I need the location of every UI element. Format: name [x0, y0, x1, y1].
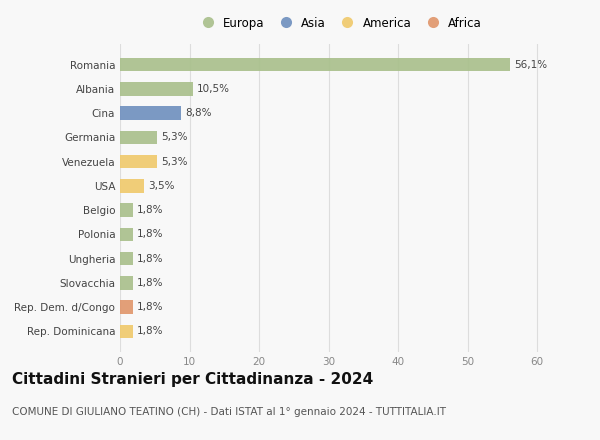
Text: 3,5%: 3,5% [149, 181, 175, 191]
Text: 1,8%: 1,8% [137, 326, 163, 336]
Text: 1,8%: 1,8% [137, 229, 163, 239]
Text: 56,1%: 56,1% [514, 60, 547, 70]
Bar [120, 301, 133, 314]
Bar [120, 276, 133, 290]
Legend: Europa, Asia, America, Africa: Europa, Asia, America, Africa [194, 14, 484, 32]
Text: 10,5%: 10,5% [197, 84, 230, 94]
Text: 5,3%: 5,3% [161, 132, 188, 143]
Text: 1,8%: 1,8% [137, 302, 163, 312]
Text: 1,8%: 1,8% [137, 253, 163, 264]
Bar [120, 252, 133, 265]
Bar [120, 131, 157, 144]
Bar [120, 58, 510, 71]
Text: 1,8%: 1,8% [137, 278, 163, 288]
Bar [120, 227, 133, 241]
Bar [120, 155, 157, 169]
Text: 5,3%: 5,3% [161, 157, 188, 167]
Bar [120, 179, 145, 193]
Bar [120, 82, 193, 95]
Bar [120, 325, 133, 338]
Text: 1,8%: 1,8% [137, 205, 163, 215]
Text: COMUNE DI GIULIANO TEATINO (CH) - Dati ISTAT al 1° gennaio 2024 - TUTTITALIA.IT: COMUNE DI GIULIANO TEATINO (CH) - Dati I… [12, 407, 446, 417]
Text: 8,8%: 8,8% [185, 108, 212, 118]
Bar [120, 203, 133, 217]
Bar [120, 106, 181, 120]
Text: Cittadini Stranieri per Cittadinanza - 2024: Cittadini Stranieri per Cittadinanza - 2… [12, 372, 373, 387]
